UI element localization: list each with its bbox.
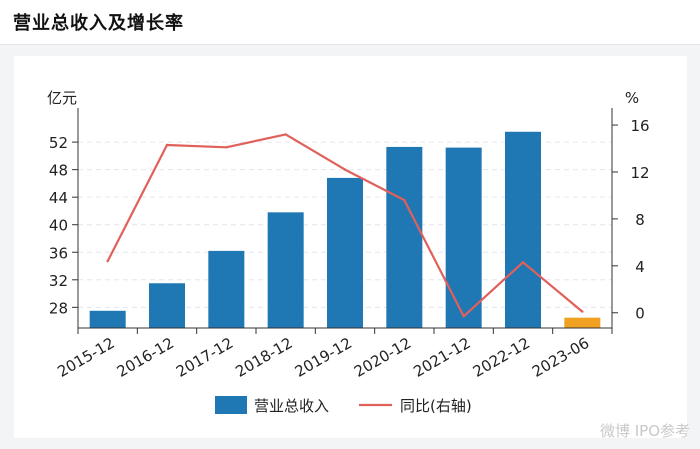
growth-point-2015-12 xyxy=(106,259,109,263)
bar-2021-12 xyxy=(445,147,482,328)
legend-swatch-revenue xyxy=(215,396,247,414)
bar-2016-12 xyxy=(149,283,185,328)
x-tick-label: 2019-12 xyxy=(292,334,355,381)
growth-point-2020-12 xyxy=(403,198,406,202)
right-tick-label: 4 xyxy=(635,258,645,276)
bar-2020-12 xyxy=(386,146,423,328)
right-tick-label: 8 xyxy=(635,211,645,229)
bar-2018-12 xyxy=(267,212,304,328)
bar-2022-12 xyxy=(505,131,541,328)
growth-point-2018-12 xyxy=(284,133,287,136)
growth-point-2023-06 xyxy=(581,310,584,313)
left-tick-label: 36 xyxy=(49,244,68,262)
left-tick-label: 52 xyxy=(49,134,68,152)
x-tick-label: 2022-12 xyxy=(470,334,533,381)
x-tick-label: 2015-12 xyxy=(54,334,117,381)
x-tick-label: 2021-12 xyxy=(410,334,473,381)
x-tick-label: 2020-12 xyxy=(351,334,414,381)
x-tick-label: 2018-12 xyxy=(232,334,295,381)
right-tick-label: 12 xyxy=(630,164,649,182)
bar-2017-12 xyxy=(208,250,245,328)
right-tick-label: 16 xyxy=(630,117,649,135)
legend-label-growth: 同比(右轴) xyxy=(400,397,472,415)
page-title: 营业总收入及增长率 xyxy=(13,13,184,34)
weibo-watermark: 微博 IPO参考 xyxy=(599,422,690,440)
left-tick-label: 40 xyxy=(49,217,68,235)
growth-point-2017-12 xyxy=(225,146,228,149)
bar-2019-12 xyxy=(327,177,363,328)
x-tick-label: 2017-12 xyxy=(173,334,236,381)
bar-2023-06 xyxy=(564,317,601,328)
right-axis-unit: % xyxy=(625,89,639,107)
legend-label-revenue: 营业总收入 xyxy=(254,397,329,415)
growth-point-2021-12 xyxy=(462,315,465,318)
left-axis-unit: 亿元 xyxy=(47,89,77,107)
x-tick-label: 2016-12 xyxy=(114,334,177,381)
chart-panel: 28 32 36 40 44 48 52 亿元 0 4 8 12 16% 2015-12 2016-12 20… xyxy=(14,56,687,438)
revenue-growth-chart: 28323640444852亿元0481216%2015-122016-1220… xyxy=(47,89,650,415)
growth-point-2016-12 xyxy=(165,143,169,147)
left-tick-label: 44 xyxy=(49,189,68,207)
x-tick-label: 2023-06 xyxy=(529,334,592,381)
growth-point-2022-12 xyxy=(521,261,525,264)
left-tick-label: 48 xyxy=(49,162,68,180)
bar-2015-12 xyxy=(89,310,126,328)
growth-point-2019-12 xyxy=(343,168,347,171)
header-bar: 营业总收入及增长率 xyxy=(0,0,700,45)
right-tick-label: 0 xyxy=(635,305,645,323)
left-tick-label: 28 xyxy=(49,299,68,317)
left-tick-label: 32 xyxy=(49,272,68,290)
